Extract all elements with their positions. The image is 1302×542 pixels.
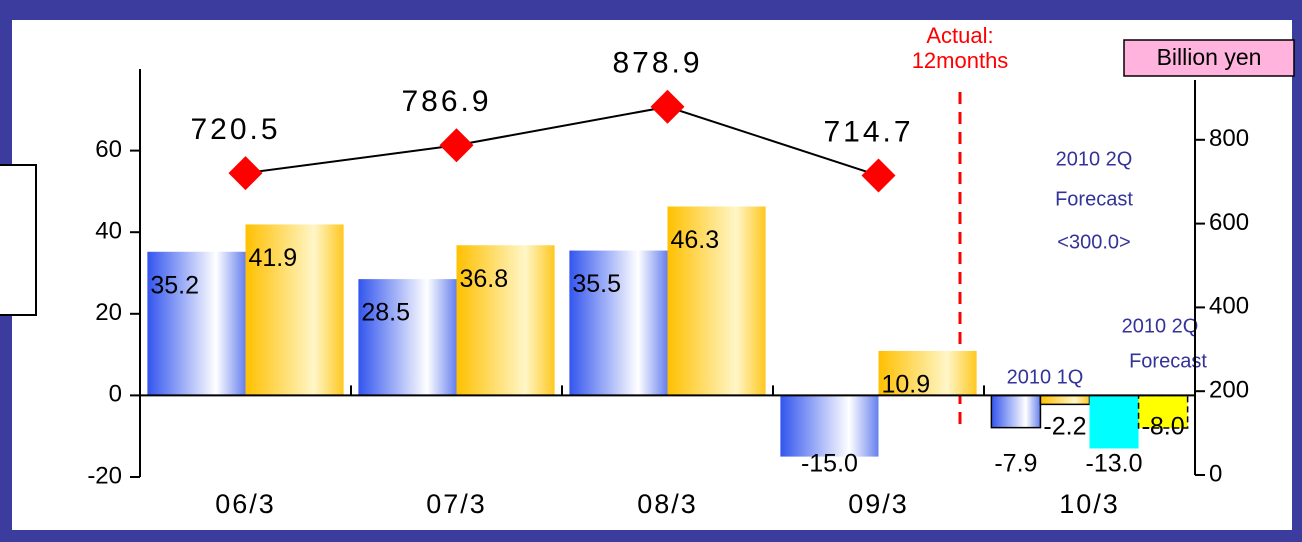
annotation: 2010 1Q	[1007, 366, 1084, 388]
y-tick-label: 60	[95, 136, 122, 163]
line-marker	[861, 158, 896, 193]
bar	[990, 394, 1042, 429]
bar	[1039, 394, 1091, 406]
x-tick-label: 06/3	[215, 489, 276, 519]
bar	[1137, 394, 1189, 429]
data-label: 28.5	[361, 299, 410, 327]
data-label: 41.9	[249, 244, 298, 272]
data-label: -8.0	[1142, 413, 1185, 441]
data-label: 36.8	[460, 265, 509, 293]
y2-tick-label: 200	[1209, 377, 1249, 404]
data-label: -2.2	[1043, 413, 1086, 441]
y-tick-label: 0	[109, 381, 122, 408]
line-marker	[650, 89, 685, 124]
line-marker	[228, 156, 263, 191]
line	[245, 105, 879, 177]
y2-tick-label: 800	[1209, 125, 1249, 152]
bar	[147, 251, 246, 396]
annotation: 2010 2Q	[1056, 148, 1133, 170]
annotation: 2010 2Q	[1122, 315, 1199, 337]
annotation: Actual:	[926, 23, 993, 48]
line-label: 720.5	[190, 113, 280, 146]
data-label: -7.9	[994, 450, 1037, 478]
bar	[569, 250, 668, 396]
bar	[245, 224, 344, 396]
bar	[1089, 395, 1139, 449]
y2-tick-label: 600	[1209, 209, 1249, 236]
data-label: -13.0	[1086, 450, 1143, 478]
data-label: 10.9	[882, 371, 931, 399]
legend-box	[0, 164, 37, 316]
bar	[780, 395, 879, 457]
y-tick-label: -20	[87, 462, 122, 489]
data-label: 35.2	[150, 271, 199, 299]
annotation: Forecast	[1055, 188, 1133, 210]
line-label: 878.9	[612, 47, 702, 80]
y2-tick-label: 400	[1209, 293, 1249, 320]
x-tick-label: 10/3	[1059, 489, 1120, 519]
annotation: 12months	[912, 48, 1009, 73]
x-tick-label: 08/3	[637, 489, 698, 519]
x-tick-label: 07/3	[426, 489, 487, 519]
annotation: <300.0>	[1057, 231, 1130, 253]
annotation: Forecast	[1129, 350, 1207, 372]
unit-label: Billion yen	[1157, 44, 1262, 70]
y-tick-label: 20	[95, 299, 122, 326]
line-marker	[439, 128, 474, 163]
data-label: 35.5	[572, 270, 621, 298]
y2-tick-label: 0	[1209, 460, 1222, 487]
bar	[456, 245, 555, 396]
bar	[878, 350, 977, 396]
data-label: 46.3	[671, 226, 720, 254]
unit-box	[1123, 39, 1295, 77]
line-label: 786.9	[401, 85, 491, 118]
y-tick-label: 40	[95, 218, 122, 245]
data-label: -15.0	[801, 450, 858, 478]
line-label: 714.7	[823, 115, 913, 148]
bar	[358, 279, 457, 396]
bar	[667, 206, 766, 396]
x-tick-label: 09/3	[848, 489, 909, 519]
